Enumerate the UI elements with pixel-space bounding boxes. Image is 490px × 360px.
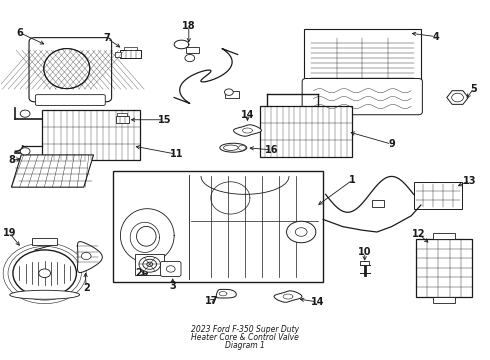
Circle shape — [139, 256, 160, 272]
Text: 7: 7 — [104, 33, 111, 43]
Text: 3: 3 — [170, 281, 176, 291]
Text: 10: 10 — [358, 247, 371, 257]
Text: 13: 13 — [463, 176, 476, 186]
Circle shape — [13, 250, 76, 297]
Text: 9: 9 — [388, 139, 395, 149]
Bar — [416, 239, 472, 297]
Bar — [118, 113, 127, 116]
Circle shape — [20, 148, 30, 155]
Circle shape — [39, 269, 50, 278]
Ellipse shape — [44, 49, 90, 89]
Text: 17: 17 — [205, 296, 219, 306]
Bar — [372, 200, 384, 207]
Bar — [121, 50, 141, 58]
Text: 18: 18 — [182, 21, 196, 31]
Circle shape — [224, 89, 233, 95]
Text: 19: 19 — [3, 228, 16, 238]
Bar — [433, 297, 455, 303]
Polygon shape — [11, 155, 94, 187]
Text: 14: 14 — [311, 297, 324, 307]
Ellipse shape — [223, 145, 238, 150]
Bar — [360, 261, 369, 265]
Circle shape — [147, 262, 153, 266]
Bar — [414, 182, 463, 209]
Bar — [135, 253, 164, 275]
Polygon shape — [77, 242, 102, 273]
Circle shape — [239, 145, 245, 150]
Text: 4: 4 — [432, 32, 439, 41]
FancyBboxPatch shape — [160, 261, 181, 276]
Text: 8: 8 — [8, 155, 15, 165]
Text: Heater Core & Control Valve: Heater Core & Control Valve — [191, 333, 299, 342]
Ellipse shape — [10, 290, 79, 299]
Circle shape — [295, 228, 307, 236]
Bar — [304, 30, 421, 83]
Bar — [124, 46, 137, 50]
Circle shape — [287, 221, 316, 243]
Text: 2023 Ford F-350 Super Duty: 2023 Ford F-350 Super Duty — [191, 325, 299, 334]
Circle shape — [143, 259, 157, 269]
Circle shape — [81, 252, 91, 260]
Polygon shape — [234, 125, 262, 136]
Text: 14: 14 — [241, 110, 254, 120]
Circle shape — [185, 54, 195, 62]
FancyBboxPatch shape — [35, 95, 105, 105]
Polygon shape — [274, 291, 302, 302]
FancyBboxPatch shape — [302, 78, 422, 115]
Bar — [260, 107, 352, 157]
Text: 11: 11 — [170, 149, 183, 159]
Ellipse shape — [137, 226, 156, 246]
Ellipse shape — [220, 143, 246, 152]
Text: 2: 2 — [83, 283, 90, 293]
Circle shape — [452, 93, 464, 102]
Text: 5: 5 — [470, 84, 477, 94]
Circle shape — [20, 110, 30, 117]
Polygon shape — [447, 91, 468, 104]
Text: 15: 15 — [158, 115, 171, 125]
Bar — [186, 47, 198, 53]
Bar — [113, 171, 323, 282]
Circle shape — [166, 266, 175, 272]
Text: 1: 1 — [349, 175, 356, 185]
Text: 12: 12 — [412, 229, 425, 239]
Bar — [225, 91, 239, 98]
Polygon shape — [216, 289, 236, 298]
Text: 20: 20 — [136, 268, 149, 278]
Text: 6: 6 — [17, 28, 24, 38]
Bar — [42, 110, 140, 160]
Bar — [115, 52, 122, 57]
Text: Diagram 1: Diagram 1 — [225, 341, 265, 350]
Bar — [32, 238, 57, 244]
Bar — [116, 116, 129, 123]
Text: 16: 16 — [265, 145, 279, 155]
Bar — [433, 233, 455, 239]
FancyBboxPatch shape — [29, 38, 112, 102]
